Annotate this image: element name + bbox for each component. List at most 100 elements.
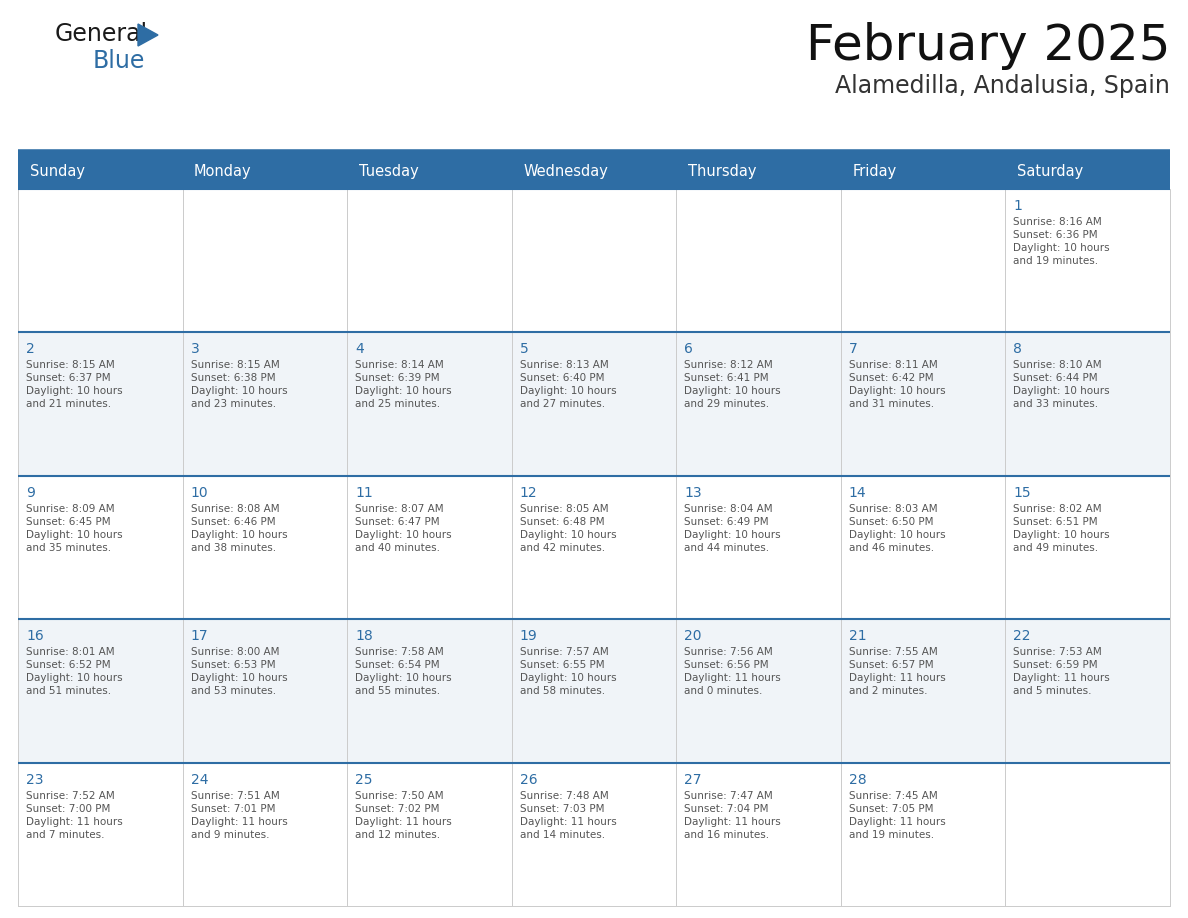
Text: Daylight: 10 hours: Daylight: 10 hours <box>26 673 122 683</box>
Text: Daylight: 11 hours: Daylight: 11 hours <box>684 817 781 826</box>
Text: and 31 minutes.: and 31 minutes. <box>849 399 934 409</box>
Text: Daylight: 10 hours: Daylight: 10 hours <box>355 530 451 540</box>
Text: 14: 14 <box>849 486 866 499</box>
Text: 26: 26 <box>519 773 537 787</box>
Text: Sunset: 6:38 PM: Sunset: 6:38 PM <box>190 374 276 384</box>
Text: Sunrise: 8:15 AM: Sunrise: 8:15 AM <box>190 361 279 370</box>
Text: Daylight: 11 hours: Daylight: 11 hours <box>849 673 946 683</box>
Text: Sunrise: 7:55 AM: Sunrise: 7:55 AM <box>849 647 937 657</box>
Text: Sunrise: 7:50 AM: Sunrise: 7:50 AM <box>355 790 444 800</box>
Text: Sunrise: 8:15 AM: Sunrise: 8:15 AM <box>26 361 115 370</box>
Bar <box>841 332 1005 476</box>
Text: and 9 minutes.: and 9 minutes. <box>190 830 268 840</box>
Text: Sunset: 7:05 PM: Sunset: 7:05 PM <box>849 803 934 813</box>
Text: Sunset: 6:56 PM: Sunset: 6:56 PM <box>684 660 769 670</box>
Bar <box>18 154 183 189</box>
Text: 3: 3 <box>190 342 200 356</box>
Text: and 19 minutes.: and 19 minutes. <box>1013 256 1099 266</box>
Text: Daylight: 10 hours: Daylight: 10 hours <box>190 530 287 540</box>
Text: and 55 minutes.: and 55 minutes. <box>355 686 441 696</box>
Text: Alamedilla, Andalusia, Spain: Alamedilla, Andalusia, Spain <box>835 74 1170 98</box>
Bar <box>512 620 676 763</box>
Text: Sunset: 6:47 PM: Sunset: 6:47 PM <box>355 517 440 527</box>
Text: Daylight: 10 hours: Daylight: 10 hours <box>26 386 122 397</box>
Text: and 27 minutes.: and 27 minutes. <box>519 399 605 409</box>
Text: General: General <box>55 22 148 46</box>
Text: 1: 1 <box>1013 199 1023 213</box>
Text: 21: 21 <box>849 629 866 644</box>
Text: Daylight: 10 hours: Daylight: 10 hours <box>26 530 122 540</box>
Text: Sunset: 6:46 PM: Sunset: 6:46 PM <box>190 517 276 527</box>
Text: Daylight: 10 hours: Daylight: 10 hours <box>849 530 946 540</box>
Bar <box>841 189 1005 332</box>
Text: Sunrise: 8:05 AM: Sunrise: 8:05 AM <box>519 504 608 514</box>
Text: Daylight: 10 hours: Daylight: 10 hours <box>849 386 946 397</box>
Text: Sunset: 6:57 PM: Sunset: 6:57 PM <box>849 660 934 670</box>
Bar <box>1005 763 1170 906</box>
Text: Daylight: 10 hours: Daylight: 10 hours <box>190 386 287 397</box>
Text: Daylight: 11 hours: Daylight: 11 hours <box>849 817 946 826</box>
Text: and 5 minutes.: and 5 minutes. <box>1013 686 1092 696</box>
Bar <box>1005 476 1170 620</box>
Bar <box>183 620 347 763</box>
Text: Sunrise: 8:00 AM: Sunrise: 8:00 AM <box>190 647 279 657</box>
Text: and 49 minutes.: and 49 minutes. <box>1013 543 1099 553</box>
Text: and 38 minutes.: and 38 minutes. <box>190 543 276 553</box>
Text: Blue: Blue <box>93 49 145 73</box>
Bar <box>512 476 676 620</box>
Text: Sunset: 7:02 PM: Sunset: 7:02 PM <box>355 803 440 813</box>
Text: and 33 minutes.: and 33 minutes. <box>1013 399 1099 409</box>
Bar <box>18 332 183 476</box>
Bar <box>676 189 841 332</box>
Text: Sunset: 7:00 PM: Sunset: 7:00 PM <box>26 803 110 813</box>
Text: Daylight: 10 hours: Daylight: 10 hours <box>519 673 617 683</box>
Text: 10: 10 <box>190 486 208 499</box>
Text: Sunrise: 8:04 AM: Sunrise: 8:04 AM <box>684 504 773 514</box>
Text: and 2 minutes.: and 2 minutes. <box>849 686 928 696</box>
Text: 5: 5 <box>519 342 529 356</box>
Text: Sunset: 6:52 PM: Sunset: 6:52 PM <box>26 660 110 670</box>
Text: Sunset: 7:04 PM: Sunset: 7:04 PM <box>684 803 769 813</box>
Bar <box>18 476 183 620</box>
Bar <box>183 476 347 620</box>
Text: Daylight: 10 hours: Daylight: 10 hours <box>684 386 781 397</box>
Text: Sunset: 6:53 PM: Sunset: 6:53 PM <box>190 660 276 670</box>
Text: Sunrise: 8:09 AM: Sunrise: 8:09 AM <box>26 504 114 514</box>
Text: and 44 minutes.: and 44 minutes. <box>684 543 770 553</box>
Text: Sunset: 6:44 PM: Sunset: 6:44 PM <box>1013 374 1098 384</box>
Text: Sunset: 6:36 PM: Sunset: 6:36 PM <box>1013 230 1098 240</box>
Text: 23: 23 <box>26 773 44 787</box>
Text: Sunset: 6:51 PM: Sunset: 6:51 PM <box>1013 517 1098 527</box>
Text: 11: 11 <box>355 486 373 499</box>
Text: February 2025: February 2025 <box>805 22 1170 70</box>
Text: Daylight: 11 hours: Daylight: 11 hours <box>190 817 287 826</box>
Text: Sunset: 6:50 PM: Sunset: 6:50 PM <box>849 517 934 527</box>
Bar <box>841 476 1005 620</box>
Bar <box>18 763 183 906</box>
Text: 24: 24 <box>190 773 208 787</box>
Bar <box>347 620 512 763</box>
Text: Daylight: 10 hours: Daylight: 10 hours <box>190 673 287 683</box>
Text: Sunrise: 8:02 AM: Sunrise: 8:02 AM <box>1013 504 1102 514</box>
Bar <box>18 620 183 763</box>
Text: Sunrise: 8:08 AM: Sunrise: 8:08 AM <box>190 504 279 514</box>
Text: 2: 2 <box>26 342 34 356</box>
Text: Sunrise: 7:58 AM: Sunrise: 7:58 AM <box>355 647 444 657</box>
Text: 20: 20 <box>684 629 702 644</box>
Text: Sunrise: 8:14 AM: Sunrise: 8:14 AM <box>355 361 444 370</box>
Text: Sunrise: 8:11 AM: Sunrise: 8:11 AM <box>849 361 937 370</box>
Text: 25: 25 <box>355 773 373 787</box>
Text: 17: 17 <box>190 629 208 644</box>
Text: Sunrise: 7:57 AM: Sunrise: 7:57 AM <box>519 647 608 657</box>
Text: Sunset: 6:39 PM: Sunset: 6:39 PM <box>355 374 440 384</box>
Text: Sunset: 7:01 PM: Sunset: 7:01 PM <box>190 803 276 813</box>
Text: 19: 19 <box>519 629 537 644</box>
Bar <box>841 620 1005 763</box>
Text: 28: 28 <box>849 773 866 787</box>
Bar <box>512 763 676 906</box>
Text: and 51 minutes.: and 51 minutes. <box>26 686 112 696</box>
Text: Sunset: 6:41 PM: Sunset: 6:41 PM <box>684 374 769 384</box>
Text: and 14 minutes.: and 14 minutes. <box>519 830 605 840</box>
Text: 12: 12 <box>519 486 537 499</box>
Text: 8: 8 <box>1013 342 1023 356</box>
